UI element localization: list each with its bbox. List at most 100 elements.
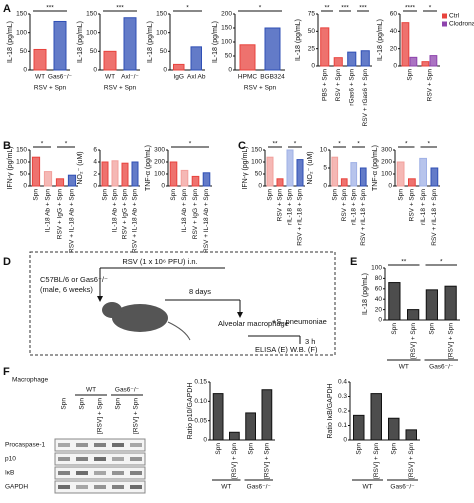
- legend-label: Ctrl: [449, 13, 460, 20]
- bar: [180, 169, 189, 187]
- bar: [430, 167, 439, 187]
- bar: [191, 175, 200, 187]
- y-axis-label: IL-18 (pg/mL): [377, 19, 384, 61]
- mouse-icon: [167, 321, 191, 341]
- bar: [266, 156, 274, 187]
- blot-row-label: IκB: [5, 470, 14, 477]
- bar: [131, 161, 139, 187]
- bar: [276, 178, 284, 187]
- diagram-frame: [29, 251, 336, 356]
- x-tick-label: [RSV] + Spn: [231, 443, 238, 479]
- y-tick-label: 150: [16, 11, 27, 18]
- panel-label: A: [3, 3, 11, 15]
- y-tick-label: 0: [163, 67, 167, 74]
- bar: [31, 156, 41, 187]
- sig-label: *: [357, 141, 360, 148]
- bar: [370, 393, 382, 441]
- group-label: WT: [362, 484, 372, 491]
- sig-label: *: [259, 5, 262, 12]
- bar: [121, 162, 129, 187]
- y-tick-label: 0: [161, 183, 165, 190]
- y-tick-label: 6: [93, 147, 97, 154]
- lane-label: Spn: [115, 398, 122, 410]
- y-tick-label: 75: [308, 11, 316, 18]
- bar: [421, 61, 430, 67]
- diagram-text: C57BL/6 or Gas6⁻/⁻: [40, 275, 108, 284]
- y-axis-label: IFN-γ (pg/mL): [242, 146, 249, 189]
- blot-band: [58, 443, 70, 447]
- sig-label: **: [324, 5, 330, 12]
- blot-band: [112, 471, 124, 475]
- y-tick-label: 150: [16, 147, 27, 154]
- x-tick-label: RSV + rGas6 + Spn: [362, 69, 369, 127]
- group-label: WT: [86, 387, 96, 394]
- x-tick-label: HPMC: [238, 74, 257, 81]
- x-tick-label: RSV + IgG + Spn: [122, 189, 129, 240]
- bar: [388, 417, 400, 441]
- blot-band: [130, 443, 142, 447]
- bar: [67, 174, 77, 187]
- blot-band: [94, 457, 106, 461]
- sig-label: *: [429, 5, 432, 12]
- x-tick-label: rIL-18 + Spn: [420, 189, 427, 225]
- y-tick-label: 0.2: [338, 408, 347, 415]
- y-tick-label: 0: [93, 67, 97, 74]
- x-axis-label: RSV + Spn: [244, 85, 277, 92]
- bar: [229, 431, 240, 441]
- bar: [331, 156, 339, 187]
- group-label: Gas6⁻/⁻: [247, 484, 272, 491]
- y-tick-label: 0: [311, 63, 315, 70]
- x-tick-label: IL-18 Ab + Spn: [112, 189, 119, 233]
- x-tick-label: [RSV] + Spn: [408, 443, 415, 479]
- blot-row-label: Procaspase-1: [5, 442, 45, 449]
- y-tick-label: 0.05: [194, 417, 207, 424]
- bar: [101, 161, 109, 187]
- y-tick-label: 0: [388, 183, 392, 190]
- lane-label: Spn: [61, 398, 68, 410]
- arrowhead: [97, 296, 103, 302]
- bar: [388, 282, 401, 321]
- sig-label: *: [427, 141, 430, 148]
- x-tick-label: Spn: [267, 189, 274, 201]
- x-tick-label: RSV + IL-18 Ab + Spn: [203, 189, 210, 253]
- bar: [261, 389, 273, 441]
- blot-band: [112, 457, 124, 461]
- y-axis-label: IL-18 (pg/mL): [212, 21, 219, 63]
- mouse-icon: [112, 304, 168, 332]
- y-tick-label: 0.4: [338, 379, 347, 386]
- group-label: WT: [221, 484, 231, 491]
- y-axis-label: IFN-γ (pg/mL): [7, 146, 14, 189]
- group-label: Gas6⁻/⁻: [115, 387, 140, 394]
- x-tick-label: RSV + rIL-18 + Spn: [431, 189, 438, 246]
- y-tick-label: 0: [378, 317, 382, 324]
- y-tick-label: 150: [221, 25, 232, 32]
- y-axis-label: TNF-α (pg/mL): [372, 145, 379, 191]
- y-tick-label: 0: [203, 437, 207, 444]
- blot-row-label: GAPDH: [5, 484, 28, 491]
- bar: [286, 149, 294, 187]
- x-tick-label: Axl Ab: [187, 74, 206, 81]
- x-tick-label: IL-18 Ab + Spn: [45, 189, 52, 233]
- x-tick-label: Spn: [397, 189, 404, 201]
- y-tick-label: 0: [343, 437, 347, 444]
- x-tick-label: RSV + Spn: [427, 69, 434, 102]
- x-tick-label: RSV + Spn: [409, 189, 416, 222]
- bar: [55, 178, 65, 187]
- bar: [190, 46, 202, 71]
- y-tick-label: 150: [251, 147, 262, 154]
- group-label: Gas6⁻/⁻: [429, 364, 454, 371]
- y-tick-label: 0: [23, 183, 27, 190]
- y-tick-label: 200: [154, 159, 165, 166]
- bar: [296, 159, 304, 187]
- y-tick-label: 100: [16, 29, 27, 36]
- legend-swatch: [442, 21, 447, 27]
- y-tick-label: 150: [156, 11, 167, 18]
- y-axis-label: IL-18 (pg/mL): [7, 21, 14, 63]
- y-tick-label: 300: [154, 147, 165, 154]
- y-tick-label: 100: [16, 159, 27, 166]
- bar: [419, 157, 427, 187]
- lane-label: Spn: [79, 398, 86, 410]
- x-tick-label: Spn: [407, 69, 414, 81]
- blot-band: [94, 443, 106, 447]
- bar: [396, 161, 405, 187]
